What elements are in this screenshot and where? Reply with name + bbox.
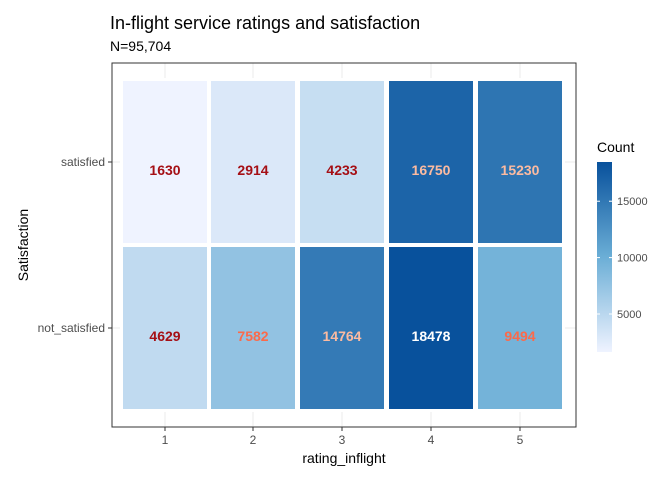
y-axis-title: Satisfaction xyxy=(15,209,31,281)
cell-value-label: 4629 xyxy=(149,328,180,344)
y-axis-ticks: satisfied not_satisfied xyxy=(38,155,112,335)
heatmap-cell-satisfied-5 xyxy=(475,78,565,246)
x-tick-label: 1 xyxy=(162,433,169,447)
cell-value-label: 16750 xyxy=(412,162,451,178)
x-axis-ticks: 1 2 3 4 5 xyxy=(162,427,524,447)
x-tick-label: 2 xyxy=(250,433,257,447)
cell-value-label: 7582 xyxy=(237,328,268,344)
heatmap-cell-satisfied-3 xyxy=(297,78,387,246)
cell-value-label: 9494 xyxy=(504,328,535,344)
cell-value-label: 2914 xyxy=(237,162,268,178)
x-tick-label: 5 xyxy=(517,433,524,447)
cell-value-label: 15230 xyxy=(501,162,540,178)
heatmap-cell-not_satisfied-4 xyxy=(386,244,476,412)
heatmap-cell-not_satisfied-2 xyxy=(208,244,298,412)
chart-title: In-flight service ratings and satisfacti… xyxy=(110,13,420,33)
legend-title: Count xyxy=(597,139,634,155)
y-tick-label: not_satisfied xyxy=(38,321,105,335)
plot-panel-border xyxy=(111,62,577,428)
legend-tick-label: 10000 xyxy=(617,253,648,265)
chart-subtitle: N=95,704 xyxy=(110,38,171,54)
cell-value-label: 1630 xyxy=(149,162,180,178)
legend-colorbar xyxy=(597,162,612,352)
cell-value-label: 4233 xyxy=(326,162,357,178)
legend-tick-label: 5000 xyxy=(617,309,641,321)
heatmap-cell-not_satisfied-1 xyxy=(120,244,210,412)
heatmap-cell-not_satisfied-3 xyxy=(297,244,387,412)
heatmap-cell-satisfied-2 xyxy=(208,78,298,246)
cell-value-label: 14764 xyxy=(323,328,362,344)
legend-ticks: 5000 10000 15000 xyxy=(597,196,648,321)
legend-tick-label: 15000 xyxy=(617,196,648,208)
x-tick-label: 3 xyxy=(339,433,346,447)
heatmap-cells: 1630 2914 4233 16750 15230 4629 7582 14764 18478… xyxy=(120,78,565,412)
x-axis-title: rating_inflight xyxy=(302,450,385,466)
cell-value-label: 18478 xyxy=(412,328,451,344)
y-tick-label: satisfied xyxy=(61,155,105,169)
x-tick-label: 4 xyxy=(428,433,435,447)
heatmap-cell-not_satisfied-5 xyxy=(475,244,565,412)
